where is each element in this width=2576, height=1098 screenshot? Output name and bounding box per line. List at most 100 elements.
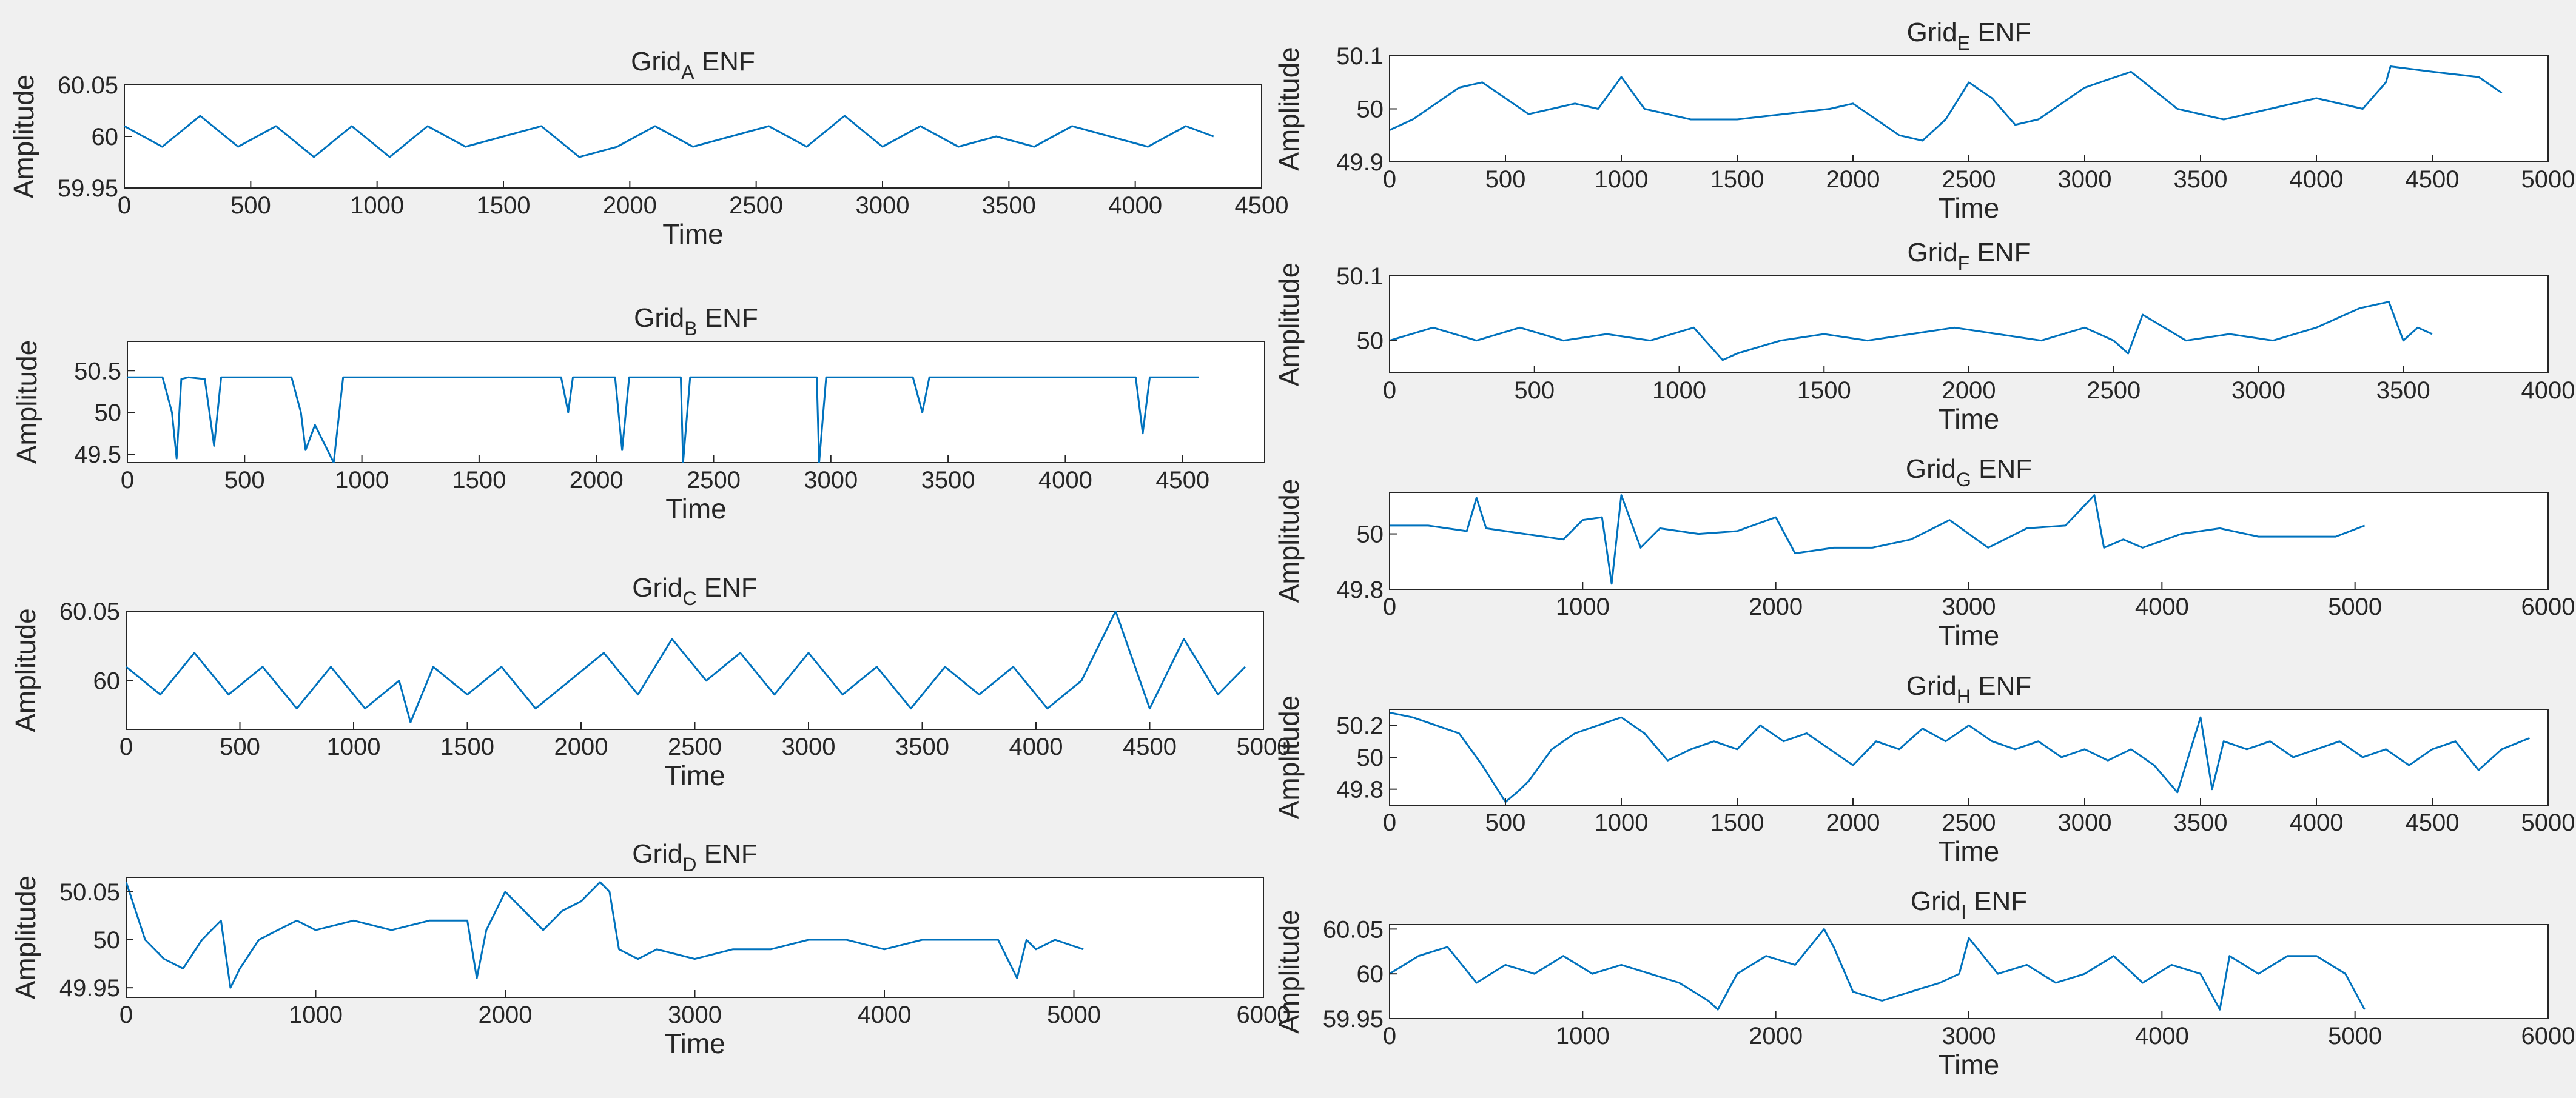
x-tick-label: 2500 (687, 467, 741, 494)
y-tick-label: 49.5 (74, 441, 121, 468)
y-tick-label: 49.9 (1336, 149, 1384, 176)
x-tick-label: 2500 (2087, 377, 2141, 404)
y-axis-label: Amplitude (1273, 479, 1305, 603)
x-tick-label: 500 (220, 734, 260, 760)
x-tick-label: 0 (121, 467, 134, 494)
x-tick-label: 5000 (1047, 1002, 1101, 1028)
chart-title: GridI ENF (1911, 886, 2027, 923)
x-tick-label: 4000 (2135, 1023, 2189, 1049)
x-tick-label: 500 (1485, 166, 1526, 193)
y-axis-label: Amplitude (1273, 909, 1305, 1034)
x-tick-label: 1500 (1710, 166, 1764, 193)
subplot-a: 0 500 1000 1500 2000 2500 3000 3500 4000 4500 59.9… (8, 47, 1288, 250)
x-tick-label: 1000 (1595, 809, 1649, 836)
x-axis-label: Time (662, 218, 724, 250)
x-tick-label: 5000 (2521, 166, 2575, 193)
x-tick-label: 0 (118, 192, 131, 219)
x-tick-label: 3500 (982, 192, 1036, 219)
series-line (1390, 301, 2433, 361)
y-tick-label: 60 (93, 668, 121, 695)
x-tick-label: 1000 (289, 1002, 343, 1028)
x-axis-label: Time (664, 760, 725, 791)
y-tick-label: 60.05 (59, 598, 120, 625)
x-axis-label: Time (664, 1028, 725, 1059)
chart-title: GridD ENF (632, 839, 757, 875)
y-tick-label: 50 (95, 400, 122, 426)
x-tick-label: 1500 (452, 467, 506, 494)
y-tick-label: 49.8 (1336, 777, 1384, 803)
x-tick-label: 500 (1485, 809, 1526, 836)
x-tick-label: 3000 (2058, 809, 2112, 836)
x-tick-label: 4000 (1108, 192, 1162, 219)
x-tick-label: 2000 (1749, 1023, 1803, 1049)
x-tick-label: 5000 (2328, 594, 2382, 620)
x-tick-label: 2500 (1942, 809, 1996, 836)
y-axis-label: Amplitude (1273, 47, 1305, 171)
title-base: Grid (1907, 18, 1957, 47)
title-base: Grid (1906, 671, 1957, 701)
title-base: Grid (1911, 886, 1961, 916)
title-base: Grid (631, 47, 681, 76)
x-axis-label: Time (1939, 192, 2000, 224)
chart-title: GridB ENF (634, 303, 758, 340)
y-axis-label: Amplitude (10, 875, 41, 1000)
x-tick-label: 1000 (1556, 594, 1610, 620)
x-tick-label: 2000 (479, 1002, 533, 1028)
x-tick-label: 3000 (1942, 594, 1996, 620)
y-tick-label: 50 (1357, 521, 1384, 548)
title-suffix: ENF (697, 573, 758, 603)
title-suffix: ENF (1969, 238, 2030, 267)
series-line (124, 115, 1214, 158)
y-axis-label: Amplitude (1273, 263, 1305, 387)
title-suffix: ENF (1971, 454, 2032, 484)
title-subscript: D (682, 854, 696, 875)
x-tick-label: 2000 (1749, 594, 1803, 620)
x-tick-label: 3500 (2174, 166, 2228, 193)
y-axis-label: Amplitude (1273, 695, 1305, 820)
x-tick-label: 2000 (570, 467, 624, 494)
x-tick-label: 4000 (858, 1002, 912, 1028)
subplot-h: 0 500 1000 1500 2000 2500 3000 3500 4000 4500 5000… (1273, 671, 2575, 867)
x-tick-label: 5000 (2521, 809, 2575, 836)
x-tick-label: 3000 (1942, 1023, 1996, 1049)
x-axis-label: Time (665, 493, 727, 524)
title-subscript: H (1957, 686, 1971, 708)
y-tick-label: 60.05 (58, 72, 118, 99)
subplot-c: 0 500 1000 1500 2000 2500 3000 3500 4000 4500 5000… (10, 573, 1290, 791)
series-line (126, 611, 1246, 723)
y-axis-label: Amplitude (8, 75, 39, 199)
chart-title: GridA ENF (631, 47, 755, 83)
y-tick-label: 50 (1357, 96, 1384, 123)
title-subscript: G (1956, 469, 1971, 490)
x-tick-label: 4500 (1123, 734, 1177, 760)
x-tick-label: 4000 (1038, 467, 1092, 494)
y-axis-label: Amplitude (11, 340, 42, 464)
x-tick-label: 2500 (668, 734, 722, 760)
x-tick-label: 1000 (350, 192, 404, 219)
title-suffix: ENF (698, 303, 758, 333)
x-tick-label: 1000 (1556, 1023, 1610, 1049)
plot-area (124, 84, 1262, 189)
plot-area (1389, 492, 2549, 590)
x-axis-label: Time (1939, 1049, 2000, 1080)
y-tick-label: 50 (1357, 745, 1384, 771)
x-tick-label: 1500 (440, 734, 494, 760)
series-line (1390, 65, 2503, 142)
x-tick-label: 2000 (603, 192, 657, 219)
title-base: Grid (632, 839, 682, 869)
x-tick-label: 2000 (1826, 166, 1880, 193)
y-tick-label: 59.95 (58, 175, 118, 202)
title-base: Grid (634, 303, 684, 333)
x-tick-label: 3500 (2174, 809, 2228, 836)
x-tick-label: 1000 (1652, 377, 1706, 404)
x-tick-label: 1500 (1710, 809, 1764, 836)
x-tick-label: 3000 (2058, 166, 2112, 193)
title-suffix: ENF (697, 839, 758, 869)
x-tick-label: 3000 (856, 192, 910, 219)
y-tick-label: 50 (1357, 328, 1384, 355)
x-tick-label: 4000 (2135, 594, 2189, 620)
plot-area (126, 877, 1264, 998)
x-tick-label: 2000 (554, 734, 608, 760)
chart-title: GridE ENF (1907, 18, 2031, 54)
x-tick-label: 1000 (335, 467, 389, 494)
